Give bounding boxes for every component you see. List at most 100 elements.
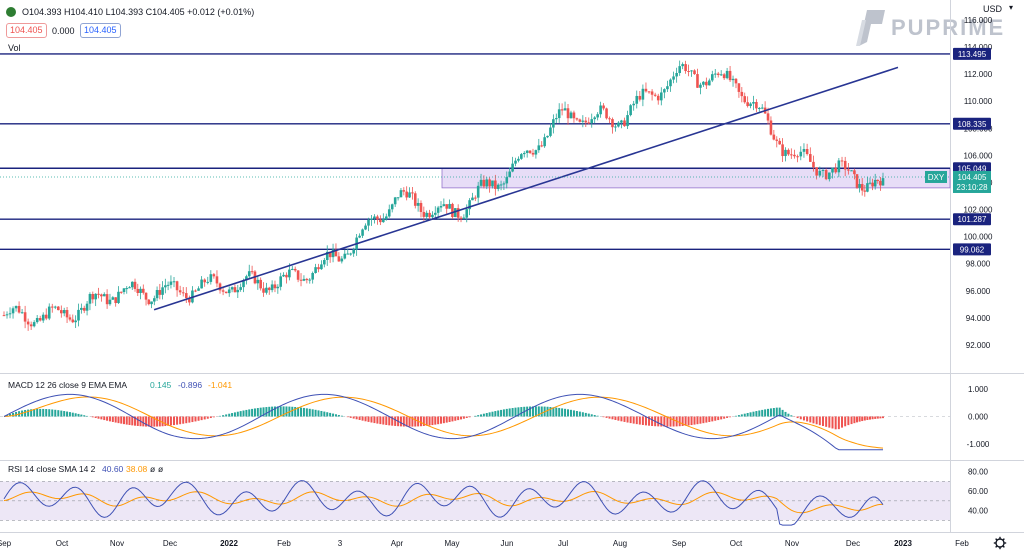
spread-value: 0.000 [52,26,75,36]
macd-histogram-bar [638,416,641,425]
rsi-tick-label: 60.00 [968,487,989,496]
candle-body [812,161,815,168]
macd-histogram-bar [320,410,323,417]
ask-price[interactable]: 104.405 [80,23,121,38]
candle-body [236,289,240,293]
candle-body [197,288,200,291]
candle-body [47,306,51,319]
macd-histogram-bar [57,410,60,417]
macd-histogram-bar [394,416,397,426]
macd-histogram-bar [629,416,632,424]
candle-body [334,249,338,257]
macd-histogram-bar [142,416,145,427]
settings-gear-icon[interactable] [993,536,1007,550]
rsi-line [3,480,884,526]
candle-body [840,160,844,162]
candle-body [230,287,234,290]
macd-histogram-bar [520,407,523,417]
candle-body [448,203,451,209]
macd-histogram-bar [414,416,417,427]
macd-histogram-bar [821,416,824,426]
candle-body [699,84,702,88]
candle-body [352,249,355,254]
candle-body [479,179,483,186]
macd-histogram-bar [806,416,809,422]
price-tick-label: 110.000 [964,97,993,106]
macd-histogram-bar [233,412,236,417]
x-axis-label: Dec [163,539,177,548]
x-axis-label: Jun [501,539,514,548]
candle-body [60,310,63,314]
price-tick-label: 102.000 [964,206,993,215]
macd-histogram-bar [460,416,463,420]
candle-body [317,267,320,270]
macd-histogram-bar [567,409,570,417]
candle-body [656,95,660,101]
macd-histogram-bar [340,415,343,417]
candle-body [32,322,36,327]
candle-body [669,79,672,87]
candle-body [522,152,526,155]
candle-body [325,251,329,260]
candle-body [5,314,9,316]
macd-histogram-bar [587,413,590,417]
candle-body [766,113,770,121]
candle-body [525,150,529,153]
rsi-sma-value: 38.08 [126,464,148,474]
macd-histogram-bar [156,416,159,427]
macd-histogram-bar [480,414,483,417]
level-label: 101.287 [958,215,987,224]
candle-body [314,267,317,273]
candle-body [376,216,379,220]
macd-histogram-bar [297,407,300,417]
candle-body [422,211,426,217]
macd-histogram-bar [844,416,847,427]
macd-histogram-bar [349,416,352,418]
macd-histogram-bar [596,415,599,417]
candle-body [85,303,89,311]
candle-body [178,290,182,293]
macd-histogram-bar [294,406,297,417]
currency-label[interactable]: USD [983,4,1003,14]
macd-histogram-bar [705,416,708,423]
candle-body [379,219,382,223]
macd-histogram-bar [672,416,675,427]
candle-body [725,70,729,79]
macd-histogram-bar [83,415,86,417]
macd-histogram-bar [511,408,514,417]
currency-dropdown-icon[interactable]: ▾ [1009,3,1014,12]
macd-histogram-bar [111,416,114,422]
candle-body [678,66,681,74]
macd-histogram-bar [51,409,54,417]
candle-body [91,293,95,300]
bid-price[interactable]: 104.405 [6,23,47,38]
candle-body [850,170,853,172]
candle-body [799,151,803,157]
macd-histogram-bar [276,406,279,417]
price-tick-label: 116.000 [964,16,993,25]
macd-histogram-bar [200,416,203,421]
visibility-eye-icon[interactable] [6,7,16,17]
macd-histogram-bar [428,416,431,426]
x-axis-label: 3 [338,539,343,548]
x-axis-label: Feb [277,539,291,548]
candle-body [108,299,112,305]
candles-group [2,60,885,331]
macd-histogram-bar [97,416,100,419]
macd-histogram-bar [790,415,793,417]
macd-histogram-bar [399,416,402,427]
candle-body [784,149,787,157]
macd-histogram-bar [690,416,693,426]
candle-body [428,212,431,218]
macd-histogram-bar [408,416,411,427]
macd-histogram-bar [802,416,805,421]
candle-body [482,179,486,187]
candle-body [349,253,353,255]
macd-title: MACD 12 26 close 9 EMA EMA [8,380,127,390]
rsi-tick-label: 40.00 [968,507,989,516]
candle-body [155,290,159,299]
macd-histogram-bar [815,416,818,425]
x-axis-label: Apr [391,539,404,548]
candle-body [337,256,341,262]
